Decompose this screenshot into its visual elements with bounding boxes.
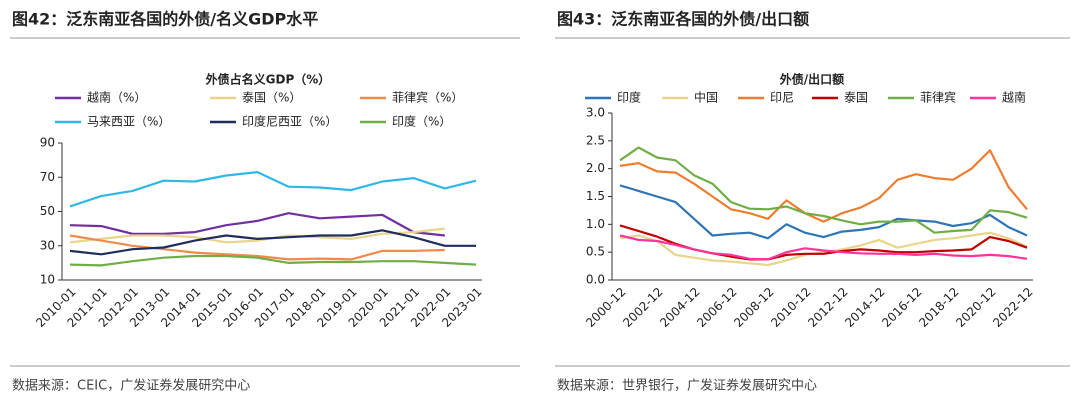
- series-line: [69, 212, 445, 237]
- series-line: [619, 234, 1028, 261]
- legend-label: 菲律宾（%）: [392, 90, 463, 105]
- series-line: [619, 146, 1028, 234]
- series-line: [69, 171, 477, 208]
- x-tick-label: 2000-12: [583, 285, 628, 330]
- source: 数据来源：世界银行，广发证券发展研究中心: [557, 378, 817, 394]
- y-tick-label: 2.0: [586, 161, 605, 175]
- legend-label: 泰国（%）: [242, 91, 301, 105]
- series-line: [619, 231, 1028, 267]
- x-tick-label: 2004-12: [657, 285, 702, 330]
- y-tick-label: 3.0: [586, 106, 605, 120]
- series-line: [69, 227, 445, 244]
- x-tick-label: 2020-12: [953, 285, 998, 330]
- legend-label: 印尼: [770, 91, 794, 105]
- x-tick-label: 2010-12: [768, 285, 813, 330]
- legend-label: 印度尼西亚（%）: [242, 114, 337, 129]
- y-tick-label: 70: [40, 170, 55, 184]
- legend-label: 菲律宾: [920, 90, 956, 105]
- y-tick-label: 0.0: [586, 273, 605, 287]
- x-tick-label: 2008-12: [731, 285, 776, 330]
- legend-label: 印度（%）: [392, 114, 451, 129]
- series-line: [619, 149, 1028, 223]
- legend-label: 印度: [617, 90, 641, 105]
- y-tick-label: 90: [40, 136, 55, 150]
- y-tick-label: 1.5: [586, 189, 605, 203]
- source: 数据来源：CEIC，广发证券发展研究中心: [12, 378, 250, 394]
- y-tick-label: 50: [40, 204, 55, 218]
- x-tick-label: 2018-12: [916, 285, 961, 330]
- series-line: [69, 234, 445, 261]
- series-line: [619, 184, 1028, 240]
- chart-subtitle: 外债占名义GDP（%）: [206, 72, 331, 87]
- x-tick-label: 2014-12: [842, 285, 887, 330]
- legend-label: 泰国: [844, 91, 868, 105]
- x-tick-label: 2022-12: [990, 285, 1035, 330]
- legend-label: 越南（%）: [87, 90, 146, 105]
- y-tick-label: 1.0: [586, 217, 605, 231]
- legend-label: 中国: [694, 90, 718, 105]
- x-tick-label: 2002-12: [620, 285, 665, 330]
- x-tick-label: 2012-12: [805, 285, 850, 330]
- y-tick-label: 2.5: [586, 133, 605, 147]
- series-line: [69, 254, 477, 267]
- y-tick-label: 10: [40, 273, 55, 287]
- x-tick-label: 2016-12: [879, 285, 924, 330]
- legend-label: 马来西亚（%）: [87, 115, 170, 129]
- y-tick-label: 0.5: [586, 245, 605, 259]
- figure-title: 图42：泛东南亚各国的外债/名义GDP水平: [12, 10, 318, 29]
- legend-label: 越南: [1002, 90, 1026, 105]
- chart-subtitle: 外债/出口额: [780, 72, 844, 87]
- series-line: [69, 229, 476, 256]
- y-tick-label: 30: [40, 238, 55, 252]
- figure-title: 图43：泛东南亚各国的外债/出口额: [557, 10, 809, 29]
- x-tick-label: 2006-12: [694, 285, 739, 330]
